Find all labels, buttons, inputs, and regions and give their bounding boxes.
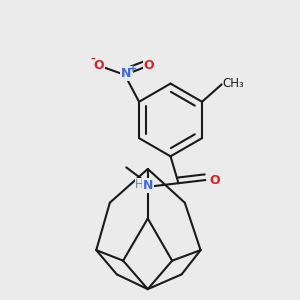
Text: -: - — [90, 54, 94, 64]
Text: O: O — [144, 59, 154, 72]
Text: N: N — [121, 68, 132, 80]
Text: CH₃: CH₃ — [222, 77, 244, 90]
Text: N: N — [142, 179, 153, 192]
Text: +: + — [129, 64, 137, 74]
Text: H: H — [135, 178, 144, 191]
Text: O: O — [209, 173, 220, 187]
Text: O: O — [93, 59, 104, 72]
